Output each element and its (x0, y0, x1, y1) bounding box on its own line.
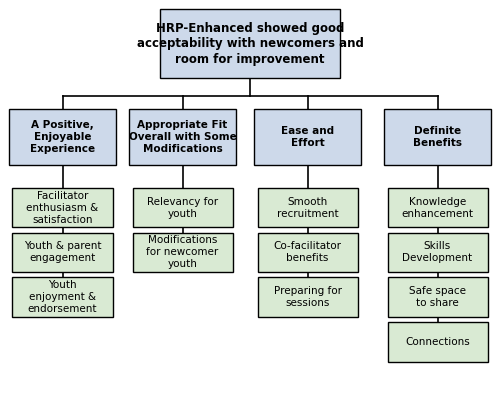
FancyBboxPatch shape (388, 322, 488, 361)
Text: Definite
Benefits: Definite Benefits (413, 126, 462, 148)
Text: Co-facilitator
benefits: Co-facilitator benefits (274, 241, 342, 264)
Text: Youth & parent
engagement: Youth & parent engagement (24, 241, 101, 264)
FancyBboxPatch shape (12, 188, 112, 227)
FancyBboxPatch shape (254, 109, 361, 165)
Text: Facilitator
enthusiasm &
satisfaction: Facilitator enthusiasm & satisfaction (26, 190, 99, 225)
Text: Safe space
to share: Safe space to share (409, 286, 466, 308)
FancyBboxPatch shape (258, 188, 358, 227)
Text: Relevancy for
youth: Relevancy for youth (147, 196, 218, 219)
Text: Ease and
Effort: Ease and Effort (281, 126, 334, 148)
FancyBboxPatch shape (129, 109, 236, 165)
FancyBboxPatch shape (388, 277, 488, 317)
FancyBboxPatch shape (12, 232, 112, 272)
FancyBboxPatch shape (384, 109, 491, 165)
Text: Connections: Connections (405, 337, 470, 347)
FancyBboxPatch shape (160, 9, 340, 78)
Text: Modifications
for newcomer
youth: Modifications for newcomer youth (146, 235, 218, 269)
FancyBboxPatch shape (258, 277, 358, 317)
Text: Appropriate Fit
Overall with Some
Modifications: Appropriate Fit Overall with Some Modifi… (128, 120, 236, 154)
FancyBboxPatch shape (9, 109, 116, 165)
Text: A Positive,
Enjoyable
Experience: A Positive, Enjoyable Experience (30, 120, 95, 154)
FancyBboxPatch shape (12, 277, 112, 317)
Text: Smooth
recruitment: Smooth recruitment (276, 196, 338, 219)
Text: Knowledge
enhancement: Knowledge enhancement (402, 196, 473, 219)
Text: HRP-Enhanced showed good
acceptability with newcomers and
room for improvement: HRP-Enhanced showed good acceptability w… (136, 22, 364, 66)
Text: Skills
Development: Skills Development (402, 241, 472, 264)
FancyBboxPatch shape (132, 188, 232, 227)
FancyBboxPatch shape (258, 232, 358, 272)
Text: Preparing for
sessions: Preparing for sessions (274, 286, 342, 308)
FancyBboxPatch shape (388, 232, 488, 272)
Text: Youth
enjoyment &
endorsement: Youth enjoyment & endorsement (28, 280, 97, 314)
FancyBboxPatch shape (388, 188, 488, 227)
FancyBboxPatch shape (132, 232, 232, 272)
